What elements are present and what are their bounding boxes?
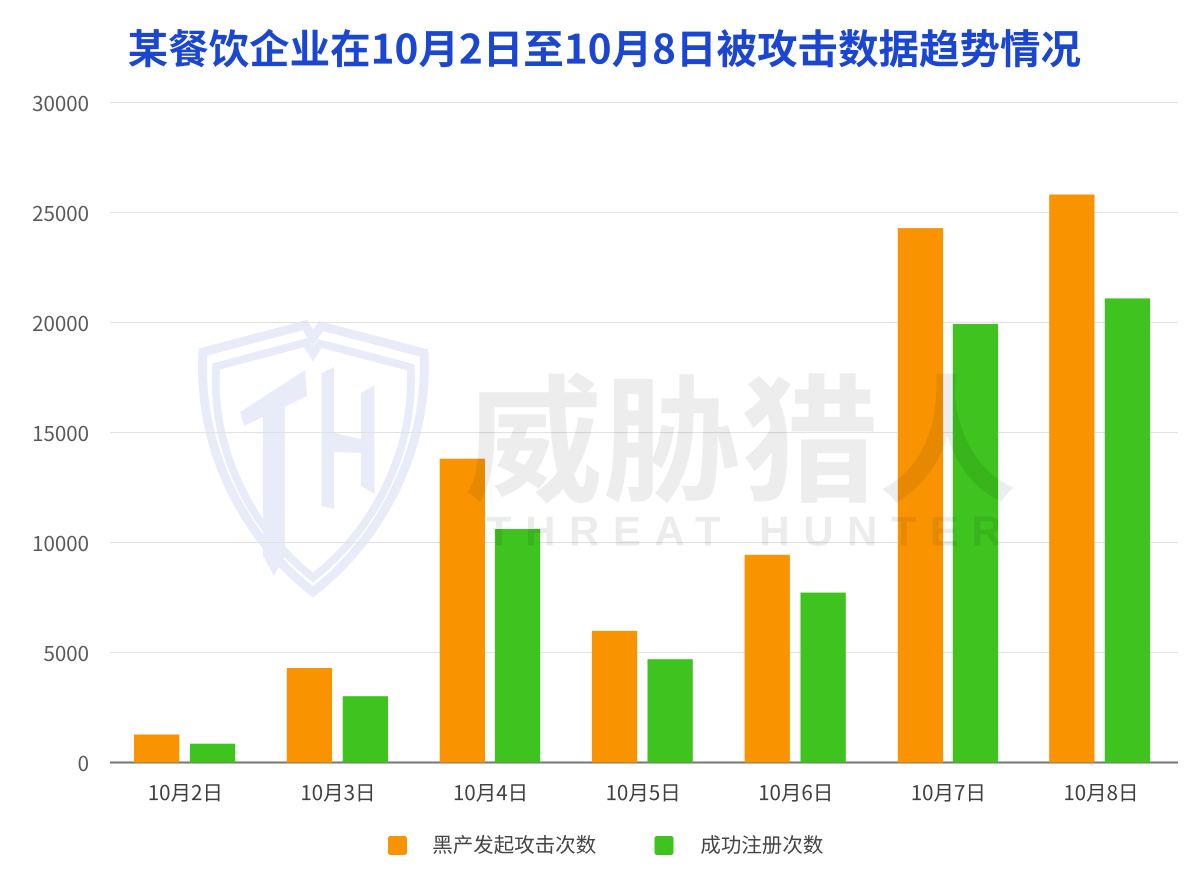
- svg-text:THREAT HUNTER: THREAT HUNTER: [486, 508, 1015, 555]
